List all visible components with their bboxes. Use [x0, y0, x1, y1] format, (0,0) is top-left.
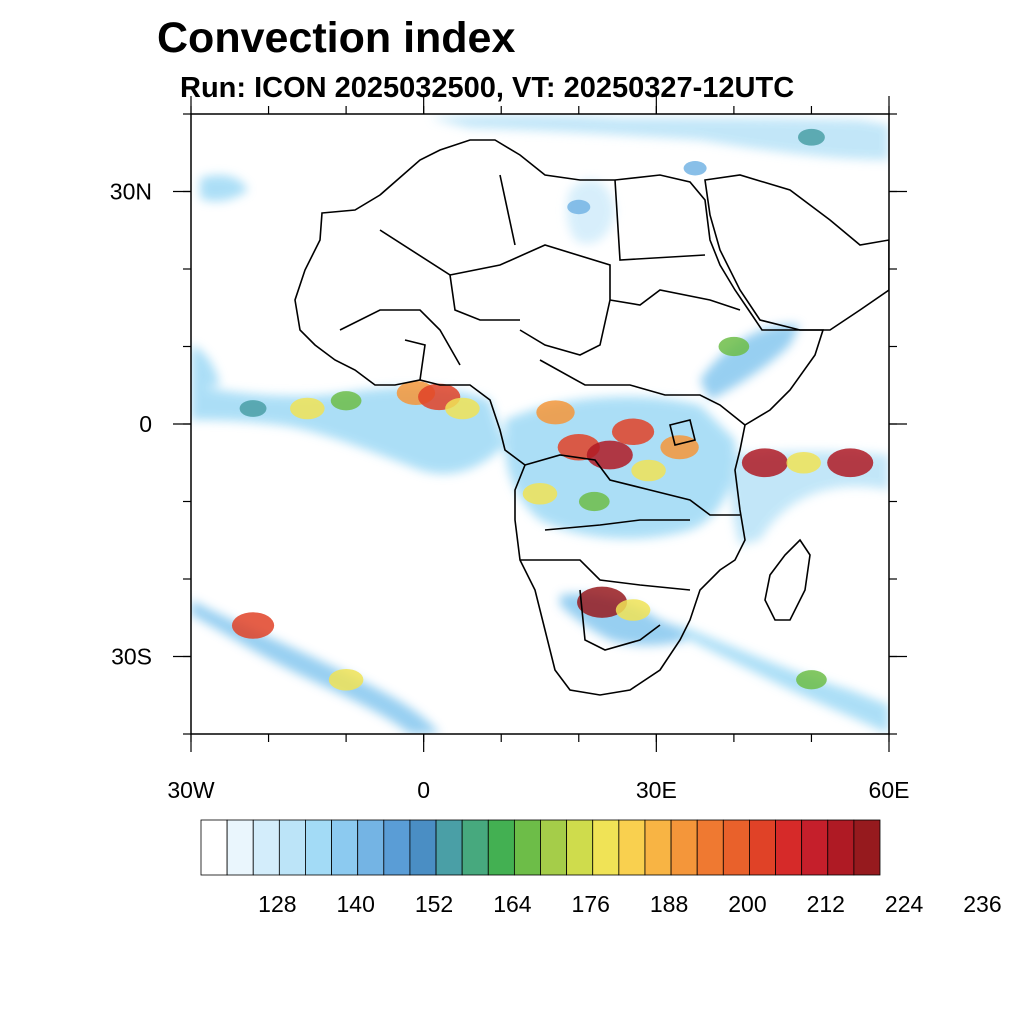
colorbar-swatch	[487, 819, 515, 876]
colorbar-swatch	[644, 819, 672, 876]
convection-cell	[798, 128, 825, 146]
colorbar-swatch	[566, 819, 594, 876]
arabia	[704, 174, 889, 331]
colorbar-swatch	[357, 819, 385, 876]
colorbar-tick-label: 212	[807, 891, 845, 917]
lat-tick-label: 30N	[110, 179, 152, 205]
colorbar-swatch	[722, 819, 750, 876]
convection-cell	[615, 599, 651, 621]
convection-cell	[239, 400, 267, 417]
colorbar-swatch	[252, 819, 280, 876]
band-south-indian-front	[680, 625, 889, 734]
band-mediterranean	[430, 115, 889, 160]
colorbar-swatch	[775, 819, 803, 876]
colorbar-swatch	[618, 819, 646, 876]
lat-tick-label: 0	[139, 411, 152, 437]
madagascar	[764, 538, 811, 621]
colorbar-swatch	[801, 819, 829, 876]
colorbar-swatch	[853, 819, 881, 876]
lon-tick-label: 0	[417, 777, 430, 803]
colorbar-swatch	[226, 819, 254, 876]
convection-cell	[536, 400, 575, 425]
border-8	[544, 519, 690, 531]
convection-field	[191, 115, 889, 734]
band-libya	[566, 179, 615, 244]
colorbar-tick-label: 152	[415, 891, 453, 917]
convection-cell	[231, 612, 275, 639]
border-11	[339, 309, 461, 366]
colorbar-swatch	[461, 819, 489, 876]
colorbar-tick-label: 140	[337, 891, 375, 917]
colorbar-swatch	[827, 819, 855, 876]
colorbar-tick-label: 176	[572, 891, 610, 917]
convection-cell	[718, 336, 750, 357]
border-12	[404, 339, 426, 381]
convection-cell	[683, 161, 707, 176]
border-5	[609, 289, 741, 311]
convection-cell	[827, 448, 874, 478]
border-7	[524, 454, 740, 516]
map-subtitle: Run: ICON 2025032500, VT: 20250327-12UTC	[180, 72, 795, 104]
convection-cell	[577, 586, 628, 618]
border-3	[499, 174, 516, 246]
colorbar-swatch	[592, 819, 620, 876]
colorbar-swatch	[670, 819, 698, 876]
border-2	[379, 229, 520, 321]
lat-tick-label: 30S	[111, 644, 152, 670]
border-10	[579, 589, 661, 651]
colorbar-swatch	[200, 819, 228, 876]
colorbar-swatch	[513, 819, 541, 876]
colorbar-swatch	[540, 819, 568, 876]
convection-cell	[290, 397, 325, 420]
map-title: Convection index	[157, 14, 516, 62]
colorbar-swatch	[409, 819, 437, 876]
colorbar-swatch	[305, 819, 332, 876]
colorbar-swatch	[383, 819, 411, 876]
convection-cell	[796, 670, 827, 690]
border-4	[614, 179, 706, 261]
lon-tick-label: 60E	[869, 777, 910, 803]
convection-cell	[578, 491, 610, 512]
colorbar-swatch	[435, 819, 463, 876]
band-canary	[200, 175, 248, 202]
convection-cell	[567, 199, 591, 215]
colorbar-tick-label: 224	[885, 891, 924, 917]
convection-cell	[330, 391, 362, 411]
convection-cell	[611, 418, 655, 445]
border-6	[539, 359, 746, 426]
colorbar-tick-label: 200	[728, 891, 766, 917]
axis-tick-labels: 30W 0 30E 60E 30N 0 30S	[110, 179, 910, 804]
band-ethiopia	[700, 324, 800, 400]
band-west-coast	[191, 345, 220, 390]
convection-cell	[445, 397, 480, 420]
coastlines-and-borders	[294, 139, 889, 696]
axis-ticks	[173, 96, 907, 752]
colorbar-swatch	[749, 819, 776, 876]
colorbar-tick-label: 188	[650, 891, 688, 917]
colorbar-tick-label: 128	[258, 891, 296, 917]
border-9	[520, 559, 691, 591]
colorbar-tick-label: 236	[963, 891, 1001, 917]
colorbar-tick-label: 164	[493, 891, 532, 917]
lon-tick-label: 30W	[167, 777, 215, 803]
colorbar-swatch	[696, 819, 724, 876]
colorbar-swatch	[331, 819, 359, 876]
convection-cell	[328, 668, 364, 691]
convection-cell	[631, 459, 666, 482]
colorbar-swatch	[278, 819, 306, 876]
convection-cell	[522, 482, 558, 505]
convection-cell	[741, 448, 788, 478]
convection-cell	[786, 451, 821, 474]
convection-cell	[586, 440, 633, 470]
lon-tick-label: 30E	[636, 777, 677, 803]
lake-victoria	[669, 419, 696, 446]
